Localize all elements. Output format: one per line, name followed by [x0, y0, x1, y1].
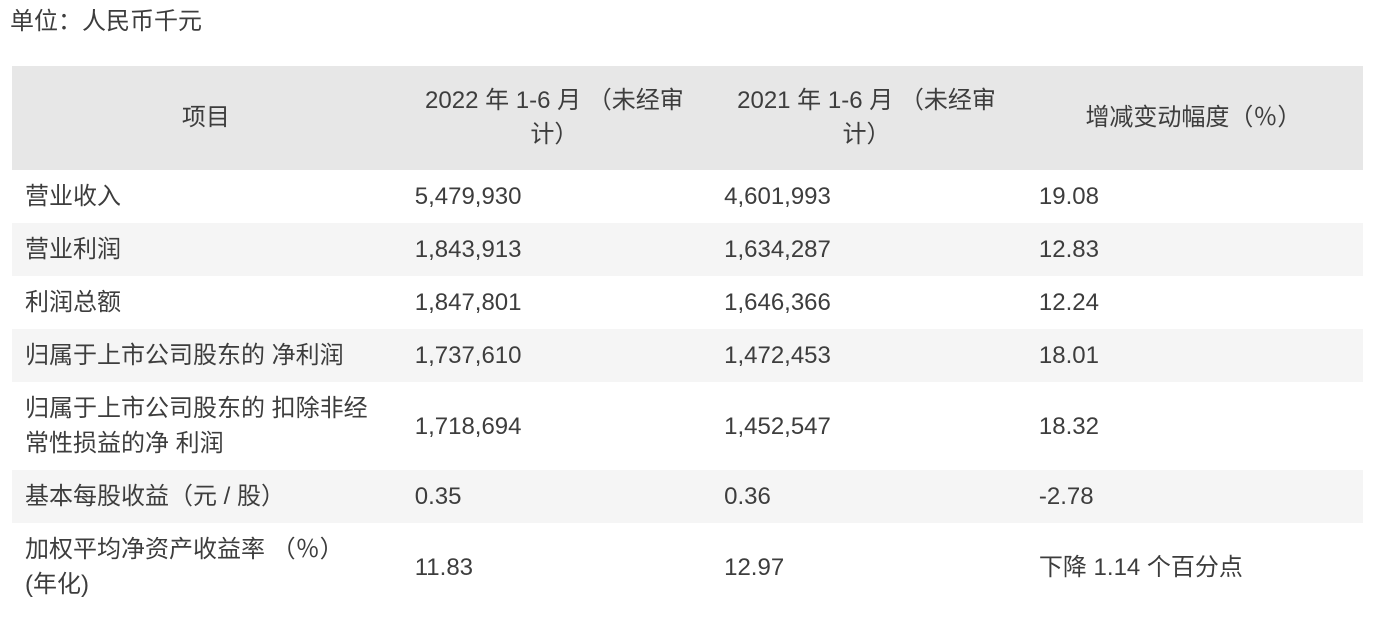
item-cell: 归属于上市公司股东的 扣除非经 常性损益的净 利润	[25, 395, 368, 457]
financial-summary-table: 项目 2022 年 1-6 月 （未经审 计） 2021 年 1-6 月 （未经…	[12, 66, 1363, 611]
item-cell: 加权平均净资产收益率 （％） (年化)	[25, 536, 344, 598]
table-row: 基本每股收益（元 / 股） 0.35 0.36 -2.78	[12, 470, 1363, 523]
value-2022-cell: 5,479,930	[414, 183, 522, 210]
header-item: 项目	[12, 66, 400, 170]
value-2021-cell: 4,601,993	[724, 183, 831, 210]
item-cell: 基本每股收益（元 / 股）	[25, 483, 286, 510]
value-2021-cell: 1,646,366	[724, 289, 831, 316]
header-row: 项目 2022 年 1-6 月 （未经审 计） 2021 年 1-6 月 （未经…	[12, 66, 1363, 170]
change-cell: 12.83	[1038, 236, 1099, 263]
unit-label: 单位：人民币千元	[10, 8, 202, 35]
item-cell: 利润总额	[25, 289, 121, 316]
change-cell: 12.24	[1038, 289, 1099, 316]
header-change-percent: 增减变动幅度（％）	[1023, 66, 1363, 170]
value-2021-cell: 1,472,453	[724, 342, 831, 369]
value-2021-cell: 0.36	[724, 483, 771, 510]
table-row: 营业利润 1,843,913 1,634,287 12.83	[12, 223, 1363, 276]
table-row: 归属于上市公司股东的 扣除非经 常性损益的净 利润 1,718,694 1,45…	[12, 382, 1363, 470]
item-cell: 归属于上市公司股东的 净利润	[25, 342, 344, 369]
value-2022-cell: 1,737,610	[414, 342, 522, 369]
change-cell: 下降 1.14 个百分点	[1038, 553, 1243, 581]
value-2022-cell: 0.35	[414, 483, 462, 510]
value-2022-cell: 11.83	[414, 553, 474, 581]
item-cell: 营业收入	[25, 183, 121, 210]
value-2022-cell: 1,847,801	[414, 289, 522, 316]
table-row: 归属于上市公司股东的 净利润 1,737,610 1,472,453 18.01	[12, 329, 1363, 382]
value-2021-cell: 12.97	[724, 553, 785, 581]
table-header: 项目 2022 年 1-6 月 （未经审 计） 2021 年 1-6 月 （未经…	[12, 66, 1363, 170]
value-2022-cell: 1,843,913	[414, 236, 522, 263]
change-cell: 18.01	[1038, 342, 1099, 369]
table-row: 利润总额 1,847,801 1,646,366 12.24	[12, 276, 1363, 329]
header-2021-period: 2021 年 1-6 月 （未经审 计）	[709, 66, 1024, 170]
table-row: 加权平均净资产收益率 （％） (年化) 11.83 12.97 下降 1.14 …	[12, 523, 1363, 611]
item-cell: 营业利润	[25, 236, 121, 263]
header-2022-period: 2022 年 1-6 月 （未经审 计）	[399, 66, 710, 170]
table-body: 营业收入 5,479,930 4,601,993 19.08 营业利润 1,84…	[12, 170, 1363, 611]
change-cell: -2.78	[1038, 483, 1094, 510]
value-2021-cell: 1,452,547	[724, 412, 831, 440]
value-2021-cell: 1,634,287	[724, 236, 831, 263]
value-2022-cell: 1,718,694	[414, 412, 522, 440]
change-cell: 19.08	[1038, 183, 1099, 210]
change-cell: 18.32	[1038, 412, 1099, 440]
table-row: 营业收入 5,479,930 4,601,993 19.08	[12, 170, 1363, 223]
